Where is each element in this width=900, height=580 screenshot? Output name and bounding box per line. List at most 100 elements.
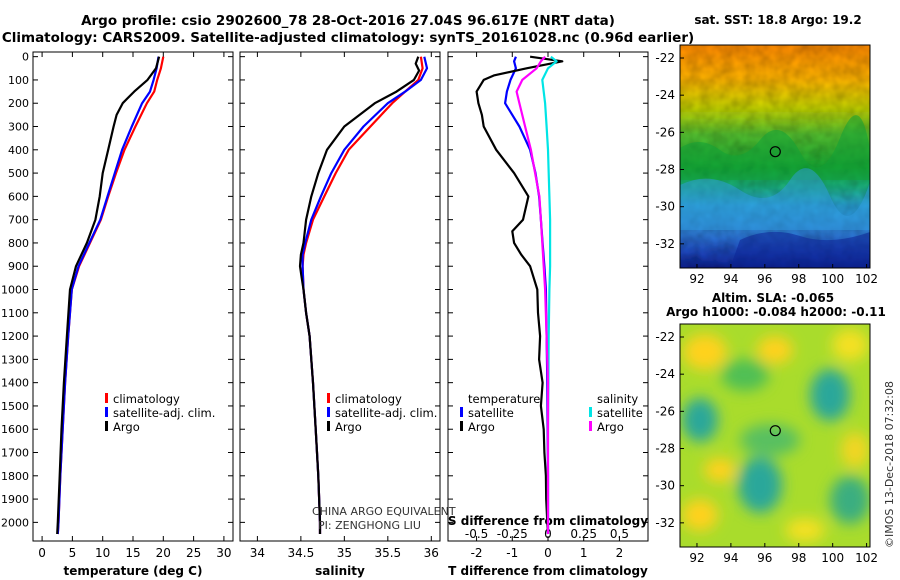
difference-legend: temperature satellite Argo salinity sate… [460,392,643,434]
x-tick-label: 34.5 [288,546,315,560]
map-lat-label: -24 [655,367,675,381]
depth-tick-label: 1100 [1,307,29,320]
x-tick-label: 35 [337,546,352,560]
x-tick-label: 0 [38,546,46,560]
series-line-climatology [56,56,165,535]
map-lat-label: -26 [655,125,675,139]
x-tick-label: 34 [250,546,265,560]
map-lon-label: 92 [689,551,704,565]
depth-tick-label: 1900 [1,493,29,506]
legend-swatch-climatology [105,393,108,403]
x-tick-label: 30 [216,546,231,560]
difference-panel: -2 -1 0 1 2 T difference from climatology -0.5… [447,51,649,578]
legend-label-satellite: satellite-adj. clim. [113,406,215,420]
x-tick-label: 15 [125,546,140,560]
depth-tick-label: 0 [22,51,29,64]
salinity-legend: climatology satellite-adj. clim. Argo [327,392,437,434]
depth-tick-label: 700 [8,214,29,227]
series-line-salinity-argo [515,55,550,534]
sla-map-title1: Altim. SLA: -0.065 [712,291,834,305]
legend-label-sal-satellite: satellite [597,406,643,420]
legend-label-satellite: satellite-adj. clim. [335,406,437,420]
depth-tick-label: 400 [8,144,29,157]
sst-map-frame [679,44,871,269]
legend-heading-salinity: salinity [597,392,638,406]
credit-line1: CHINA ARGO EQUIVALENT [312,505,456,518]
secondary-tick-label: 0.25 [570,527,597,541]
map-lat-label: -26 [655,404,675,418]
secondary-tick-label: -0.5 [465,527,488,541]
map-lat-label: -32 [655,516,675,530]
map-lat-label: -24 [655,88,675,102]
depth-tick-label: 300 [8,121,29,134]
legend-swatch-satellite [327,407,330,417]
argo-location-marker [769,425,781,437]
figure-title-line2: Climatology: CARS2009. Satellite-adjuste… [2,30,694,46]
x-axis-label: salinity [315,564,365,578]
map-lon-label: 100 [821,551,844,565]
sst-map: sat. SST: 18.8 Argo: 19.2 92 94 96 98 100 102… [655,13,878,286]
map-lon-label: 96 [757,551,772,565]
legend-heading-temperature: temperature [468,392,540,406]
series-line-satellite-adj-clim- [301,56,429,534]
depth-tick-label: 200 [8,97,29,110]
map-lat-label: -28 [655,442,675,456]
depth-tick-label: 1800 [1,470,29,483]
series-line-satellite-adj-clim- [56,56,160,535]
depth-tick-label: 1200 [1,330,29,343]
map-lon-label: 98 [791,272,806,286]
depth-tick-label: 800 [8,237,29,250]
x-tick-label: 2 [616,546,624,560]
map-lon-label: 100 [821,272,844,286]
depth-tick-label: 900 [8,260,29,273]
map-lat-label: -22 [655,51,675,65]
depth-tick-label: 1700 [1,447,29,460]
series-line-temperature-argo [475,55,564,535]
legend-label-argo: Argo [335,420,362,434]
legend-label-temp-argo: Argo [468,420,495,434]
figure-title-line1: Argo profile: csio 2902600_78 28-Oct-201… [81,13,615,29]
map-lat-label: -28 [655,163,675,177]
map-lat-label: -30 [655,200,675,214]
series-line-argo [298,56,421,534]
legend-swatch-sal-satellite [589,407,592,417]
legend-label-argo: Argo [113,420,140,434]
x-tick-label: 20 [156,546,171,560]
x-tick-label: 10 [95,546,110,560]
legend-swatch-satellite [105,407,108,417]
plot-frame [239,51,441,542]
legend-swatch-sal-argo [589,421,592,431]
map-lat-label: -30 [655,479,675,493]
legend-swatch-temp-argo [460,421,463,431]
temperature-legend: climatology satellite-adj. clim. Argo [105,392,215,434]
imos-stamp: ©IMOS 13-Dec-2018 07:32:08 [883,381,896,548]
credit-line2: PI: ZENGHONG LIU [318,519,421,532]
legend-swatch-argo [327,421,330,431]
depth-tick-label: 2000 [1,516,29,529]
map-lon-label: 96 [757,272,772,286]
map-lon-label: 92 [689,272,704,286]
map-lon-label: 94 [723,272,738,286]
x-axis-label: T difference from climatology [448,564,648,578]
sla-map-frame [679,323,871,548]
x-axis-label: temperature (deg C) [64,564,203,578]
sla-map: Altim. SLA: -0.065 Argo h1000: -0.084 h2… [655,291,885,565]
map-lon-label: 94 [723,551,738,565]
depth-tick-label: 1300 [1,353,29,366]
x-tick-label: 35.5 [374,546,401,560]
sla-map-axes: 92 94 96 98 100 102 -22 -24 -26 -28 -30 -32 [655,330,878,565]
map-lat-label: -22 [655,330,675,344]
depth-tick-label: 1000 [1,284,29,297]
salinity-panel: 34 34.5 35 35.5 36 salinity [239,51,441,578]
map-lat-label: -32 [655,237,675,251]
depth-tick-label: 500 [8,167,29,180]
x-tick-label: 1 [580,546,588,560]
sla-map-title2: Argo h1000: -0.084 h2000: -0.11 [666,305,886,319]
sst-map-axes: 92 94 96 98 100 102 -22 -24 -26 -28 -30 -32 [655,51,878,286]
depth-tick-label: 1600 [1,423,29,436]
map-lon-label: 102 [855,551,878,565]
series-line-argo [56,56,161,535]
x-tick-label: -2 [471,546,483,560]
x-tick-label: 0 [544,546,552,560]
